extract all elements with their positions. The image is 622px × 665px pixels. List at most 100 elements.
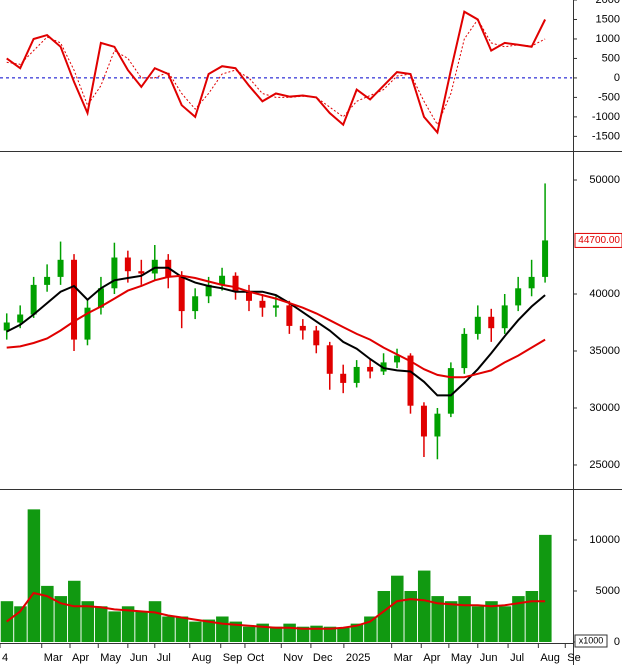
candle-body (542, 240, 549, 277)
candle-body (124, 257, 131, 272)
ma-line (6, 266, 546, 397)
candle-body (461, 333, 468, 369)
candle-body (394, 355, 401, 363)
x-tick-label: Jun (130, 652, 148, 664)
candle-body (17, 314, 24, 323)
volume-bar (283, 623, 296, 642)
candle-body (3, 322, 10, 331)
x-tick-label: Oct (247, 652, 264, 664)
y-tick-label: 35000 (589, 345, 620, 357)
candle-body (326, 345, 333, 374)
x-tick-label: 4 (2, 652, 8, 664)
volume-bar (121, 606, 135, 642)
y-tick-label: 10000 (589, 534, 620, 546)
volume-bar (337, 627, 350, 642)
candle-body (299, 325, 306, 331)
y-tick-label: 50000 (589, 174, 620, 186)
candle-body (272, 305, 279, 308)
y-tick-label: 30000 (589, 402, 620, 414)
candle-body (57, 259, 64, 277)
volume-bar (54, 596, 68, 642)
candle-body (84, 307, 91, 340)
candle-body (178, 276, 185, 312)
candle-body (420, 405, 427, 437)
x-tick-label: Jun (480, 652, 498, 664)
candle-body (71, 259, 78, 340)
y-tick-label: 2000 (596, 0, 620, 6)
volume-bar (148, 601, 162, 642)
x-tick-label: Apr (72, 652, 89, 664)
candle-body (30, 284, 37, 315)
volume-bar (458, 596, 471, 642)
volume-bar (27, 509, 41, 642)
x-tick-label: May (451, 652, 472, 664)
volume-bar (68, 580, 81, 642)
volume-bar (323, 626, 337, 642)
volume-bar (391, 575, 404, 642)
candle-body (434, 413, 441, 437)
candle-body (205, 284, 212, 297)
x-tick-label: Nov (283, 652, 303, 664)
candle-body (219, 275, 226, 285)
volume-bar (189, 621, 202, 642)
candle-body (192, 296, 199, 312)
candle-body (474, 316, 481, 334)
volume-bar (296, 626, 310, 642)
x-tick-label: Dec (313, 652, 333, 664)
candle-body (232, 275, 239, 292)
unit-box (574, 634, 608, 648)
y-tick-label: 40000 (589, 288, 620, 300)
candle-body (407, 355, 414, 406)
y-tick-label: -1500 (592, 130, 620, 142)
candle-body (367, 366, 374, 372)
candle-body (97, 288, 104, 308)
volume-bar (431, 596, 444, 642)
x-tick-label: May (100, 652, 121, 664)
y-tick-label: 25000 (589, 459, 620, 471)
candle-body (447, 368, 454, 414)
volume-bar (229, 621, 243, 642)
y-tick-label: 5000 (596, 585, 620, 597)
candle-body (313, 330, 320, 346)
candle-body (286, 305, 293, 326)
volume-bar (417, 570, 431, 642)
x-tick-label: Sep (223, 652, 243, 664)
volume-bar (14, 606, 27, 642)
candle-body (515, 288, 522, 306)
last-price-label: 44700.00 (578, 235, 620, 246)
volume-bar (539, 534, 552, 642)
volume-bar (242, 626, 256, 642)
y-tick-label: -1000 (592, 111, 620, 123)
volume-bar (202, 619, 216, 642)
x-tick-label: Aug (192, 652, 212, 664)
candle-body (44, 276, 51, 285)
x-tick-label: Mar (44, 652, 63, 664)
volume-bar (525, 590, 539, 642)
volume-bar (175, 616, 189, 642)
volume-bar (135, 611, 148, 642)
ma-line (6, 591, 546, 630)
volume-bar (81, 601, 94, 642)
volume-bar (377, 590, 391, 642)
x-tick-label: Jul (157, 652, 171, 664)
candle-body (259, 300, 266, 308)
candle-body (501, 305, 508, 329)
volume-bar (41, 585, 54, 642)
last-price-box (574, 232, 622, 248)
volume-bar (404, 590, 417, 642)
candle-body (111, 257, 118, 289)
volume-bar (256, 623, 269, 642)
x-tick-label: Aug (540, 652, 560, 664)
y-tick-label: 500 (602, 52, 620, 64)
y-tick-label: 0 (614, 72, 620, 84)
candle-body (138, 271, 145, 274)
volume-bar (485, 601, 498, 642)
volume-bar (444, 601, 458, 642)
candle-body (340, 373, 347, 383)
volume-bar (216, 616, 229, 642)
unit-label: x1000 (579, 635, 604, 645)
candle-body (488, 316, 495, 329)
y-tick-label: -500 (598, 91, 620, 103)
